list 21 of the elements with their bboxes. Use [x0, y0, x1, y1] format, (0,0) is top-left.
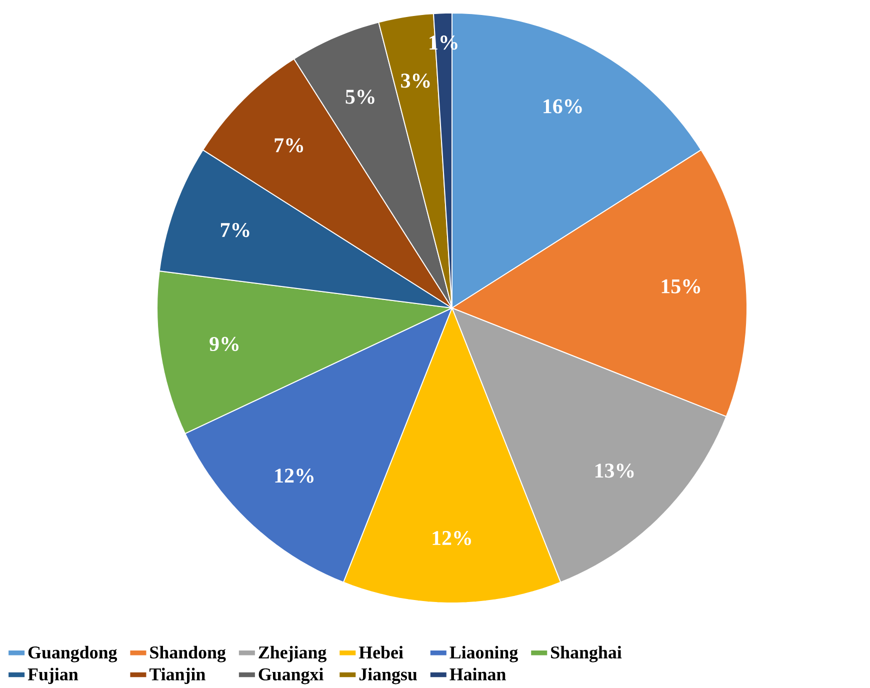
- data-label: 13%: [595, 464, 634, 478]
- legend-label: Liaoning: [450, 646, 518, 662]
- data-label: 9%: [210, 336, 238, 352]
- data-label: 3%: [401, 74, 430, 88]
- data-label: 12%: [275, 468, 314, 483]
- data-label: 16%: [544, 99, 582, 114]
- legend-label: Guangdong: [28, 646, 118, 662]
- data-label: 5%: [346, 90, 374, 104]
- data-label: 7%: [221, 222, 250, 238]
- legend-label: Fujian: [28, 668, 78, 684]
- legend-label: Tianjin: [149, 668, 206, 684]
- legend-label: Guangxi: [258, 668, 324, 684]
- legend-label: Shandong: [150, 646, 226, 662]
- data-label: 12%: [432, 531, 471, 546]
- legend-label: Hainan: [450, 668, 506, 680]
- legend-label: Jiangsu: [359, 668, 417, 684]
- legend-label: Zhejiang: [258, 646, 327, 662]
- data-label: 15%: [662, 279, 700, 294]
- legend-label: Shanghai: [551, 646, 622, 662]
- legend-label: Hebei: [358, 646, 404, 659]
- data-label: 7%: [274, 138, 304, 152]
